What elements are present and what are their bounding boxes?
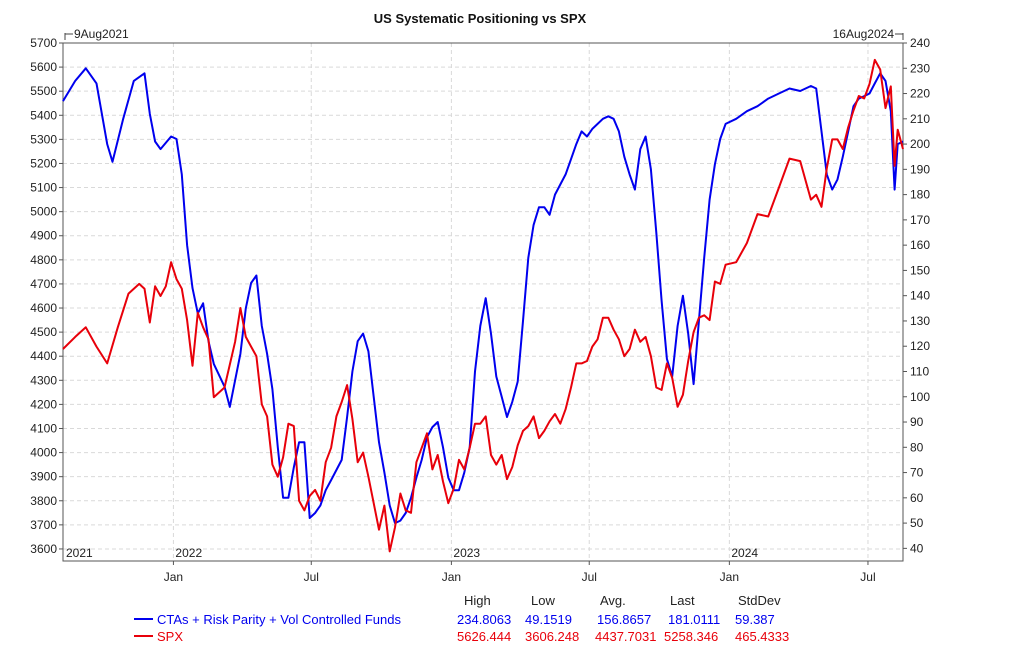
x-tick-label: Jan — [164, 570, 183, 584]
right-tick-label: 60 — [910, 491, 924, 505]
series-lines — [62, 58, 904, 553]
right-tick-label: 190 — [910, 162, 930, 176]
right-tick-label: 200 — [910, 137, 930, 151]
stat-spx-avg: 4437.7031 — [595, 629, 656, 644]
right-tick-label: 50 — [910, 516, 924, 530]
stats-header-stddev: StdDev — [738, 593, 781, 608]
stats-header-avg: Avg. — [600, 593, 626, 608]
right-tick-label: 150 — [910, 263, 930, 277]
stat-spx-low: 3606.248 — [525, 629, 579, 644]
left-tick-label: 4600 — [30, 301, 57, 315]
left-tick-label: 5000 — [30, 205, 57, 219]
left-tick-label: 5100 — [30, 181, 57, 195]
x-axis: Jan Jul Jan Jul Jan Jul 2021 2022 2023 2024 — [66, 546, 876, 584]
end-date-label: 16Aug2024 — [833, 27, 895, 41]
left-tick-label: 4400 — [30, 349, 57, 363]
right-tick-label: 180 — [910, 188, 930, 202]
stat-cta-avg: 156.8657 — [597, 612, 651, 627]
right-tick-label: 160 — [910, 238, 930, 252]
right-tick-label: 240 — [910, 36, 930, 50]
right-tick-label: 110 — [910, 364, 929, 378]
left-tick-label: 4100 — [30, 421, 57, 435]
legend-label-cta: CTAs + Risk Parity + Vol Controlled Fund… — [157, 612, 401, 627]
year-label: 2021 — [66, 546, 93, 560]
right-tick-label: 100 — [910, 390, 930, 404]
left-tick-label: 4200 — [30, 397, 57, 411]
left-tick-label: 5500 — [30, 84, 57, 98]
right-axis: 40 50 60 70 80 90 100 110 120 130 140 150 160 170 180 1… — [903, 36, 930, 555]
year-label: 2023 — [453, 546, 480, 560]
stats-header-last: Last — [670, 593, 695, 608]
x-tick-label: Jul — [582, 570, 597, 584]
legend-label-spx: SPX — [157, 629, 183, 644]
x-tick-label: Jan — [720, 570, 739, 584]
right-tick-label: 80 — [910, 440, 924, 454]
right-tick-label: 130 — [910, 314, 930, 328]
x-tick-label: Jul — [860, 570, 875, 584]
stat-spx-stddev: 465.4333 — [735, 629, 789, 644]
left-tick-label: 5400 — [30, 108, 57, 122]
stats-header-low: Low — [531, 593, 555, 608]
end-date-marker: 16Aug2024 — [833, 27, 904, 41]
right-tick-label: 170 — [910, 213, 930, 227]
left-tick-label: 4900 — [30, 229, 57, 243]
right-tick-label: 210 — [910, 112, 930, 126]
stat-cta-last: 181.0111 — [668, 612, 720, 627]
x-tick-label: Jul — [304, 570, 319, 584]
left-tick-label: 5300 — [30, 132, 57, 146]
year-label: 2024 — [731, 546, 758, 560]
series-line-spx — [62, 58, 904, 553]
series-line-cta — [62, 67, 904, 525]
left-tick-label: 4000 — [30, 446, 57, 460]
stat-spx-last: 5258.346 — [664, 629, 718, 644]
left-tick-label: 4300 — [30, 373, 57, 387]
stats-header-high: High — [464, 593, 491, 608]
left-tick-label: 5700 — [30, 36, 57, 50]
start-date-marker: 9Aug2021 — [64, 27, 129, 41]
right-tick-label: 120 — [910, 339, 930, 353]
left-tick-label: 3600 — [30, 542, 57, 556]
left-tick-label: 4700 — [30, 277, 57, 291]
left-axis: 3600 3700 3800 3900 4000 4100 4200 4300 4400 4500… — [30, 36, 63, 556]
right-tick-label: 140 — [910, 289, 930, 303]
plot-frame — [62, 42, 904, 562]
legend: High Low Avg. Last StdDev CTAs + Risk Pa… — [134, 593, 789, 644]
gridlines — [63, 42, 903, 561]
right-tick-label: 70 — [910, 466, 924, 480]
chart-title: US Systematic Positioning vs SPX — [374, 11, 587, 26]
left-tick-label: 5200 — [30, 156, 57, 170]
left-tick-label: 3800 — [30, 494, 57, 508]
stat-cta-stddev: 59.387 — [735, 612, 775, 627]
right-tick-label: 40 — [910, 541, 924, 555]
left-tick-label: 5600 — [30, 60, 57, 74]
stat-spx-high: 5626.444 — [457, 629, 511, 644]
left-tick-label: 3700 — [30, 518, 57, 532]
start-date-label: 9Aug2021 — [74, 27, 129, 41]
right-tick-label: 230 — [910, 61, 930, 75]
left-tick-label: 3900 — [30, 470, 57, 484]
stat-cta-low: 49.1519 — [525, 612, 572, 627]
left-tick-label: 4800 — [30, 253, 57, 267]
left-tick-label: 4500 — [30, 325, 57, 339]
stat-cta-high: 234.8063 — [457, 612, 511, 627]
right-tick-label: 90 — [910, 415, 924, 429]
x-tick-label: Jan — [442, 570, 461, 584]
year-label: 2022 — [175, 546, 202, 560]
right-tick-label: 220 — [910, 87, 930, 101]
